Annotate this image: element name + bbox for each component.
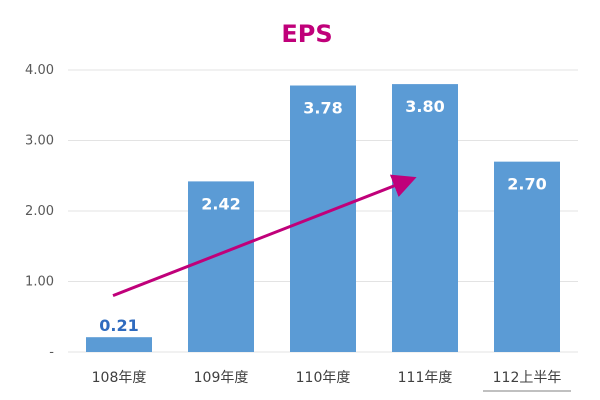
x-tick-label: 112上半年 [493, 370, 562, 386]
x-axis: 108年度 109年度 110年度 111年度 112上半年 [92, 370, 571, 392]
bars [86, 84, 560, 352]
trend-arrow-line [112, 174, 417, 297]
y-tick-label: - [49, 345, 54, 360]
x-tick-label: 111年度 [398, 370, 453, 386]
y-tick-label: 1.00 [25, 275, 54, 290]
y-axis: - 1.00 2.00 3.00 4.00 [25, 63, 54, 360]
y-tick-label: 4.00 [25, 63, 54, 78]
x-tick-label: 108年度 [92, 370, 147, 386]
bar [86, 337, 152, 352]
data-label: 2.70 [507, 175, 546, 194]
x-tick-label: 109年度 [194, 370, 249, 386]
data-labels: 0.21 2.42 3.78 3.80 2.70 [99, 97, 546, 335]
trend-arrow [112, 174, 417, 297]
bar [188, 181, 254, 352]
data-label: 3.80 [405, 97, 444, 116]
chart-title: EPS [281, 20, 332, 48]
y-tick-label: 2.00 [25, 204, 54, 219]
data-label: 2.42 [201, 194, 240, 213]
bar [290, 85, 356, 352]
y-tick-label: 3.00 [25, 134, 54, 149]
x-tick-label: 110年度 [296, 370, 351, 386]
data-label: 0.21 [99, 316, 138, 335]
bar [392, 84, 458, 352]
data-label: 3.78 [303, 99, 342, 118]
bar [494, 161, 560, 352]
